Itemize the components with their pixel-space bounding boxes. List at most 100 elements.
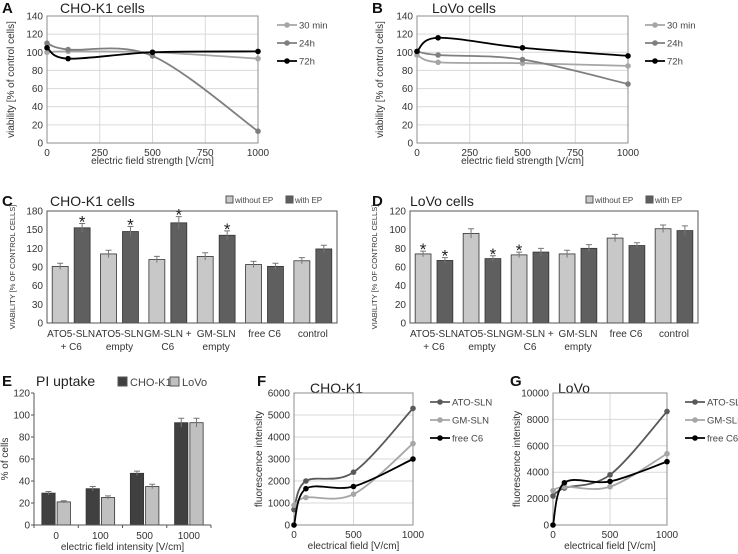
- data-point: [435, 34, 441, 41]
- error-bar: [250, 260, 257, 268]
- series-line-GM-SLN: [293, 442, 414, 506]
- error-bar: [178, 417, 185, 428]
- y-tick-label: 40: [32, 102, 44, 113]
- significance-marker: *: [490, 245, 497, 264]
- category-label: empty: [203, 342, 230, 353]
- category-label: 1000: [178, 531, 201, 542]
- category-label: ATO5-SLN: [410, 329, 458, 340]
- chart-title: PI uptake: [36, 373, 95, 389]
- y-tick-label: 3000: [268, 455, 291, 466]
- bar: [315, 248, 333, 324]
- y-axis-label: fluorescence intensity: [254, 411, 265, 507]
- legend-label: CHO-K1: [130, 377, 172, 389]
- error-bar: [612, 233, 619, 242]
- y-tick-label: 120: [13, 389, 30, 400]
- chart-title: LoVo cells: [432, 0, 496, 16]
- chart-title: CHO-K1: [310, 380, 363, 396]
- category-label: control: [298, 329, 328, 340]
- legend-label: without EP: [594, 196, 633, 205]
- bar: [462, 232, 480, 324]
- y-tick-label: 150: [26, 225, 43, 236]
- significance-marker: *: [79, 212, 86, 231]
- chart-title: LoVo cells: [410, 193, 474, 209]
- legend-marker: [692, 417, 698, 423]
- legend-label: free C6: [707, 434, 738, 445]
- legend-swatch: [585, 195, 594, 204]
- y-tick-label: 80: [402, 66, 414, 77]
- data-point: [65, 46, 71, 53]
- error-bar: [133, 470, 140, 476]
- category-label: C6: [161, 342, 174, 353]
- bar: [532, 251, 550, 324]
- x-tick-label: 750: [567, 148, 584, 159]
- y-tick-label: 20: [32, 120, 44, 131]
- bar: [654, 228, 672, 324]
- data-point: [303, 478, 309, 484]
- bar: [170, 222, 188, 324]
- data-point: [350, 483, 357, 490]
- category-label: free C6: [248, 329, 281, 340]
- error-bar: [537, 247, 544, 256]
- data-point: [291, 502, 297, 509]
- series-line-ATO-SLN: [293, 407, 414, 510]
- legend-label: with EP: [654, 196, 682, 205]
- y-tick-label: 60: [32, 281, 44, 292]
- legend-marker: [284, 40, 290, 46]
- error-bar: [57, 262, 64, 270]
- y-tick-label: 120: [26, 30, 43, 41]
- category-label: GM-SLN +: [144, 329, 192, 340]
- bar: [558, 253, 576, 324]
- data-point: [303, 485, 309, 492]
- error-bar: [564, 249, 571, 258]
- bar: [51, 265, 69, 324]
- bar: [580, 247, 598, 324]
- x-tick-label: 1000: [617, 148, 640, 159]
- bar: [56, 501, 71, 526]
- y-tick-label: 2000: [268, 477, 291, 488]
- error-bar: [60, 500, 67, 503]
- series-line-24h: [46, 42, 259, 132]
- bar: [676, 230, 694, 324]
- legend-swatch: [285, 195, 294, 204]
- legend-label: free C6: [452, 434, 483, 445]
- y-tick-label: 0: [400, 319, 406, 330]
- bar: [148, 259, 166, 324]
- data-point: [65, 55, 71, 62]
- y-tick-label: 6000: [268, 389, 291, 400]
- bar: [510, 254, 528, 324]
- x-axis-label: electric field strength [V/cm]: [461, 156, 584, 167]
- error-bar: [193, 417, 200, 428]
- y-tick-label: 4000: [527, 468, 550, 479]
- y-axis-label: fluorescence intensity: [512, 411, 523, 507]
- bar: [85, 488, 100, 526]
- legend-label: LoVo: [182, 377, 207, 389]
- y-tick-label: 40: [402, 102, 414, 113]
- chart-title: LoVo: [558, 380, 590, 396]
- x-tick-label: 1000: [247, 148, 270, 159]
- plot-frame: [46, 15, 259, 144]
- category-label: 500: [136, 531, 153, 542]
- data-point: [435, 52, 441, 58]
- data-point: [410, 405, 416, 412]
- x-tick-label: 0: [44, 148, 50, 159]
- legend-swatch: [169, 376, 180, 387]
- series-line-free-C6: [552, 460, 668, 526]
- series-line-ATO-SLN: [552, 410, 668, 497]
- legend-label: 30 min: [667, 21, 696, 32]
- y-tick-label: 100: [13, 411, 30, 422]
- bar: [100, 497, 116, 526]
- significance-marker: *: [127, 216, 134, 235]
- bar: [41, 492, 56, 526]
- legend-marker: [692, 435, 698, 441]
- y-tick-label: 0: [407, 139, 413, 150]
- series-line-24h: [416, 50, 629, 85]
- x-tick-label: 500: [514, 148, 531, 159]
- y-tick-label: 60: [395, 263, 407, 274]
- category-label: ATO5-SLN: [47, 329, 95, 340]
- error-bar: [45, 490, 52, 495]
- y-tick-label: 30: [32, 300, 44, 311]
- data-point: [414, 48, 420, 55]
- legend-marker: [437, 417, 443, 423]
- bar: [436, 260, 454, 324]
